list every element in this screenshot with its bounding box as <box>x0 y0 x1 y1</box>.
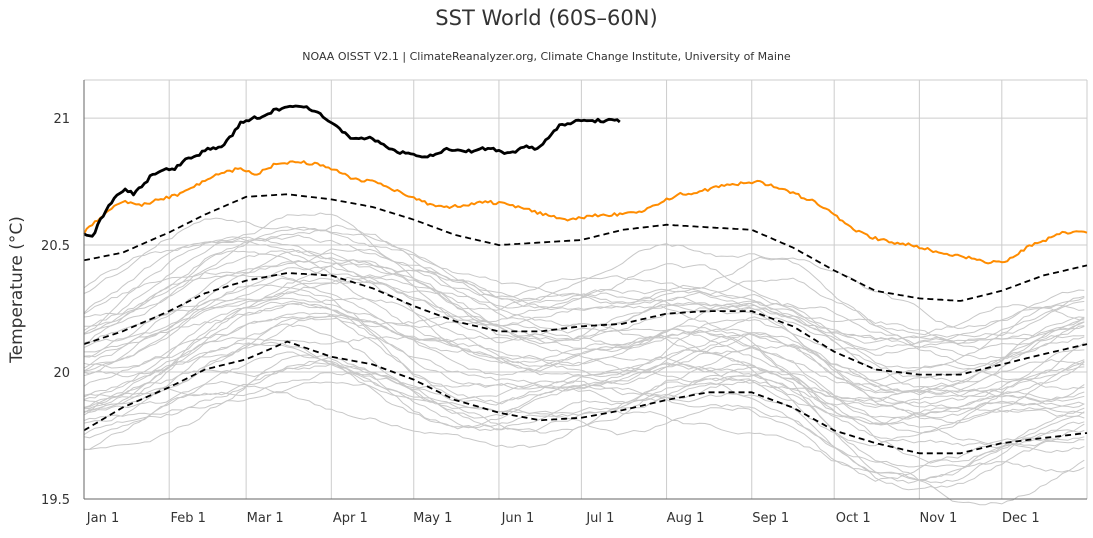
x-tick-label: Nov 1 <box>919 511 957 526</box>
x-tick-label: Aug 1 <box>667 511 705 526</box>
background-year-line <box>83 236 1085 367</box>
x-tick-label: Mar 1 <box>247 511 284 526</box>
x-tick-label: Apr 1 <box>333 511 368 526</box>
background-year-line <box>83 362 1085 484</box>
background-year-line <box>83 313 1085 434</box>
background-year-line <box>83 217 1085 330</box>
current-year-line <box>83 104 621 238</box>
background-year-line <box>83 248 1085 369</box>
y-tick-label: 19.5 <box>41 493 70 508</box>
x-tick-label: Jul 1 <box>585 511 614 526</box>
background-year-line <box>83 251 1085 390</box>
background-year-line <box>83 226 1085 351</box>
x-tick-label: Feb 1 <box>170 511 205 526</box>
background-year-line <box>83 212 1085 336</box>
background-year-line <box>83 265 1085 383</box>
y-tick-label: 20 <box>53 366 70 381</box>
background-year-line <box>83 275 1085 394</box>
chart-subtitle: NOAA OISST V2.1 | ClimateReanalyzer.org,… <box>302 50 791 63</box>
background-year-line <box>83 236 1085 350</box>
background-year-line <box>83 380 1085 506</box>
x-tick-label: Sep 1 <box>752 511 789 526</box>
x-tick-label: Oct 1 <box>836 511 871 526</box>
background-year-line <box>83 334 1085 424</box>
background-year-line <box>83 302 1085 415</box>
background-year-line <box>83 277 1085 388</box>
climatology-mean-line <box>83 272 1088 376</box>
y-tick-label: 20.5 <box>41 239 70 254</box>
axis-layer: Jan 1 Feb 1 Mar 1 Apr 1 May 1 Jun 1 Jul 1 Aug 1… <box>7 80 1087 526</box>
series-layer <box>83 104 1088 455</box>
x-tick-label: May 1 <box>413 511 452 526</box>
background-year-line <box>83 297 1085 405</box>
background-year-line <box>83 259 1085 358</box>
x-tick-label: Jun 1 <box>501 511 535 526</box>
background-years-layer <box>83 212 1085 506</box>
climatology-plus-2sd-line <box>83 193 1088 302</box>
background-year-line <box>83 284 1085 409</box>
background-year-line <box>83 351 1085 473</box>
background-year-line <box>83 273 1085 401</box>
x-tick-label: Dec 1 <box>1002 511 1040 526</box>
background-year-line <box>83 381 1085 491</box>
previous-year-line <box>83 160 1088 265</box>
climatology-minus-2sd-line <box>83 340 1088 455</box>
background-year-line <box>83 250 1085 360</box>
background-year-line <box>83 224 1085 345</box>
y-tick-label: 21 <box>53 112 70 127</box>
background-year-line <box>83 316 1085 414</box>
background-year-line <box>83 291 1085 425</box>
chart-title: SST World (60S–60N) <box>435 6 658 30</box>
background-year-line <box>83 356 1085 481</box>
x-tick-label: Jan 1 <box>86 511 119 526</box>
y-axis-label: Temperature (°C) <box>7 216 27 364</box>
background-year-line <box>83 315 1085 441</box>
